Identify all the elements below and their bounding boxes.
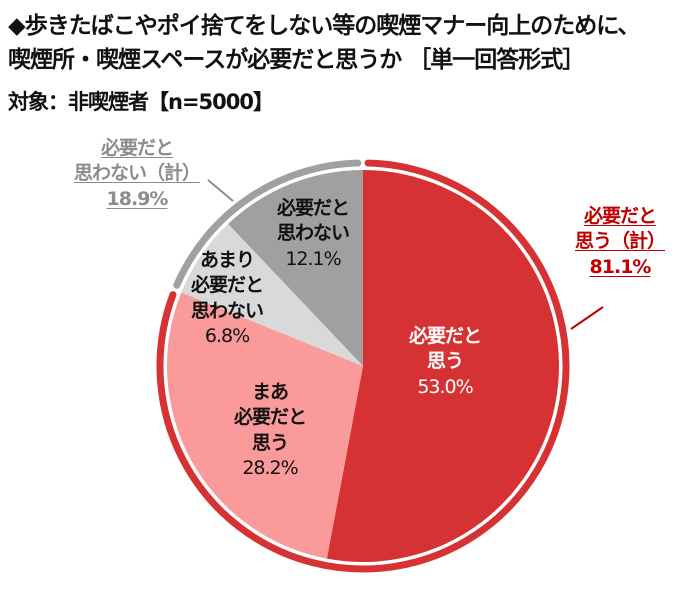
ring-not-needed-total: [173, 159, 362, 289]
slice-needed: [326, 170, 559, 562]
leader-line-not-needed-total: [207, 179, 234, 202]
label-needed: 必要だと 思う 53.0%: [408, 325, 482, 398]
slice-not-really-needed: [181, 223, 363, 366]
chart-subject: 対象：非喫煙者【n=5000】: [8, 90, 274, 114]
slice-not-needed: [228, 170, 363, 366]
label-not-needed: 必要だと 思わない 12.1%: [276, 197, 350, 270]
chart-title-line2: 喫煙所・喫煙スペースが必要だと思うか ［単一回答形式］: [8, 47, 585, 73]
label-somewhat-needed: まあ 必要だと 思う 28.2%: [233, 381, 307, 479]
label-not-really-needed: あまり 必要だと 思わない 6.8%: [190, 249, 264, 347]
label-needed-total: 必要だと 思う（計） 81.1%: [574, 205, 666, 278]
label-not-needed-total: 必要だと 思わない（計） 18.9%: [73, 137, 201, 210]
chart-title-line1: ◆歩きたばこやポイ捨てをしない等の喫煙マナー向上のために、: [8, 13, 641, 39]
leader-line-needed-total: [570, 306, 604, 330]
slice-somewhat-needed: [166, 292, 363, 559]
ring-needed-total: [156, 159, 570, 573]
